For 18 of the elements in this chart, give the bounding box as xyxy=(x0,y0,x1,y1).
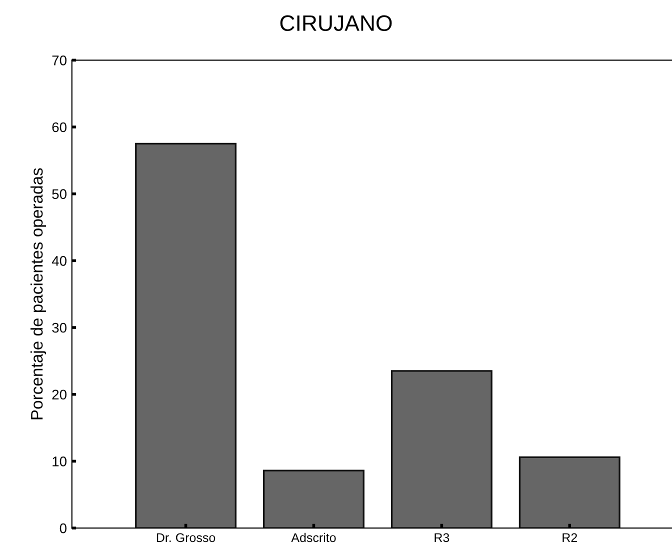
x-tick-label: R3 xyxy=(434,533,450,542)
x-tick-label: Dr. Grosso xyxy=(156,533,216,542)
x-tick-label: Adscrito xyxy=(291,532,336,542)
bar xyxy=(135,142,237,528)
y-tick-label: 0 xyxy=(60,523,66,534)
bar xyxy=(262,470,364,528)
y-tick-label: 30 xyxy=(52,322,66,333)
bar xyxy=(518,456,620,528)
y-tick-label: 40 xyxy=(52,256,66,266)
y-tick-label: 20 xyxy=(52,390,66,400)
bar xyxy=(390,370,492,528)
chart-title: CIRUJANO xyxy=(280,15,392,32)
y-tick-label: 70 xyxy=(52,55,66,66)
y-tick-label: 50 xyxy=(52,189,66,200)
y-axis-title: Porcentaje de pacientes operadas xyxy=(30,168,46,420)
x-tick-label: R2 xyxy=(562,533,577,542)
y-tick-label: 10 xyxy=(52,456,66,466)
y-tick-label: 60 xyxy=(52,122,66,132)
